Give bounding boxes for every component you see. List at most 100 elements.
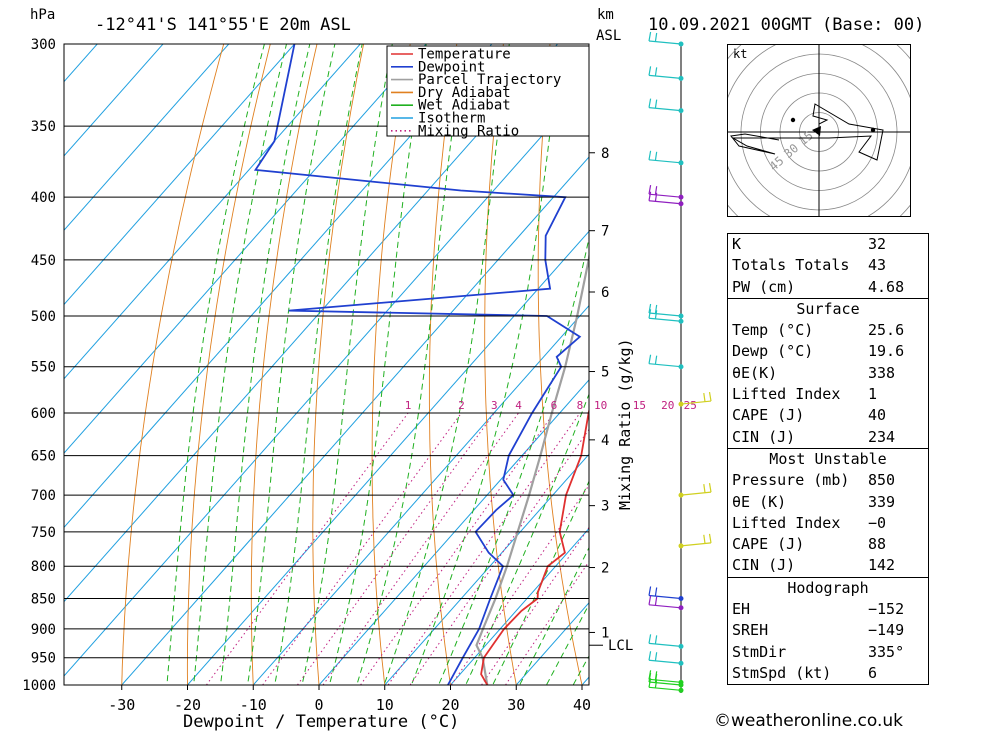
mixing-ratio-line	[262, 412, 462, 685]
most-unstable-value: 142	[868, 556, 896, 575]
surface-value: 1	[868, 385, 878, 404]
wet-adiabat-line	[301, 44, 393, 685]
km-tick-label: 3	[601, 499, 609, 515]
pressure-tick-label: 650	[31, 449, 56, 465]
km-tick-label: 2	[601, 561, 609, 577]
dry-adiabat-line	[484, 44, 517, 685]
surface-value: 25.6	[868, 321, 905, 340]
most-unstable-value: 850	[868, 471, 896, 490]
wind-barb	[648, 309, 684, 324]
hodo-row: StmDir 335°	[728, 642, 928, 663]
wind-barb	[648, 354, 684, 370]
hodo-label: StmDir	[732, 642, 787, 661]
surface-row: Lifted Index 1	[728, 384, 928, 405]
km-tick-label: 8	[601, 146, 609, 162]
hodo-value: 6	[868, 663, 878, 682]
wet-adiabat-line	[166, 44, 265, 685]
hodograph-ring-label: 45	[767, 154, 787, 174]
mixing-ratio-tick-label: 15	[633, 399, 646, 412]
credit-text[interactable]: ©weatheronline.co.uk	[714, 711, 904, 731]
mixing-ratio-line	[205, 412, 409, 685]
hodo-value: −152	[868, 600, 905, 619]
most-unstable-row: Pressure (mb) 850	[728, 470, 928, 491]
legend-label: Temperature	[418, 47, 511, 63]
most-unstable-label: CAPE (J)	[732, 535, 805, 554]
surface-row: θE(K) 338	[728, 363, 928, 384]
surface-value: 19.6	[868, 342, 905, 361]
x-tick-label: -10	[240, 696, 267, 714]
hodo-row: SREH −149	[728, 620, 928, 641]
most-unstable-title: Most Unstable	[769, 449, 887, 468]
wet-adiabat-line	[219, 44, 311, 685]
km-tick-label: 7	[601, 224, 609, 240]
pressure-tick-label: 800	[31, 559, 56, 575]
x-tick-label: 0	[314, 696, 323, 714]
hodograph-panel: kt 15 30 45	[727, 44, 911, 217]
hodograph-ring-label: 30	[781, 141, 801, 161]
legend-label: Dewpoint	[418, 59, 485, 75]
pressure-tick-label: 300	[31, 37, 56, 53]
surface-value: 40	[868, 406, 887, 425]
parcel-trajectory-line	[475, 251, 589, 685]
pressure-tick-label: 950	[31, 651, 56, 667]
most-unstable-row: CIN (J) 142	[728, 555, 928, 576]
hodograph-dot	[790, 117, 796, 123]
km-unit-label: km	[597, 7, 614, 23]
index-label: K	[732, 235, 742, 253]
dry-adiabat-line	[186, 44, 271, 685]
most-unstable-label: CIN (J)	[732, 556, 796, 575]
km-tick-label: 4	[601, 433, 609, 449]
mixing-ratio-tick-label: 3	[491, 399, 498, 412]
mixing-ratio-line	[296, 412, 495, 685]
isotherm-line	[64, 44, 427, 454]
wet-adiabat-line	[383, 44, 510, 685]
index-value: 32	[868, 235, 887, 253]
indices-surface-section: Surface Temp (°C) 25.6 Dewp (°C) 19.6 θE(K) 3…	[728, 297, 928, 448]
hodo-value: −149	[868, 621, 905, 640]
x-tick-label: 40	[573, 696, 591, 714]
surface-label: Temp (°C)	[732, 321, 814, 340]
most-unstable-row: CAPE (J) 88	[728, 534, 928, 555]
wet-adiabat-line	[328, 44, 427, 685]
legend-label: Dry Adiabat	[418, 85, 511, 101]
mixing-ratio-tick-label: 1	[405, 399, 412, 412]
dry-adiabat-line	[428, 44, 458, 685]
x-tick-label: -30	[108, 696, 135, 714]
most-unstable-label: Lifted Index	[732, 513, 841, 532]
x-tick-label: 10	[376, 696, 394, 714]
isotherm-line	[64, 44, 164, 157]
legend-label: Mixing Ratio	[418, 123, 519, 139]
isotherm-line	[186, 230, 589, 685]
pressure-tick-label: 750	[31, 525, 56, 541]
wind-barb	[648, 651, 684, 666]
isotherm-line	[64, 44, 296, 306]
pressure-tick-label: 500	[31, 309, 56, 325]
surface-row: CIN (J) 234	[728, 427, 928, 448]
index-label: PW (cm)	[732, 277, 796, 296]
indices-table: K 32 Totals Totals 43 PW (cm) 4.68 Surface Te…	[727, 233, 929, 686]
mixing-ratio-tick-label: 6	[551, 399, 558, 412]
most-unstable-row: Lifted Index −0	[728, 513, 928, 534]
indices-most-unstable-section: Most Unstable Pressure (mb) 850 θE (K) 339 L…	[728, 447, 928, 577]
surface-label: Lifted Index	[732, 385, 841, 404]
isotherm-line	[252, 304, 589, 685]
index-row: K 32	[728, 234, 928, 255]
pressure-tick-label: 700	[31, 488, 56, 504]
mixing-ratio-tick-label: 20	[661, 399, 674, 412]
wet-adiabat-line	[246, 44, 336, 685]
wind-barb	[648, 678, 684, 693]
wind-barb	[648, 634, 684, 649]
isotherm-line	[64, 44, 98, 83]
hodograph-dot	[870, 127, 876, 133]
legend-label: Wet Adiabat	[418, 98, 511, 114]
index-row: Totals Totals 43	[728, 255, 928, 276]
wind-barb	[648, 31, 684, 47]
lcl-label: LCL	[608, 638, 633, 654]
pressure-tick-label: 450	[31, 253, 56, 269]
hodo-row: EH −152	[728, 599, 928, 620]
header-location: -12°41'S 141°55'E 20m ASL	[95, 15, 351, 35]
dry-adiabat-line	[312, 44, 365, 685]
wind-barb	[648, 98, 684, 114]
hodograph-title: Hodograph	[787, 578, 869, 597]
